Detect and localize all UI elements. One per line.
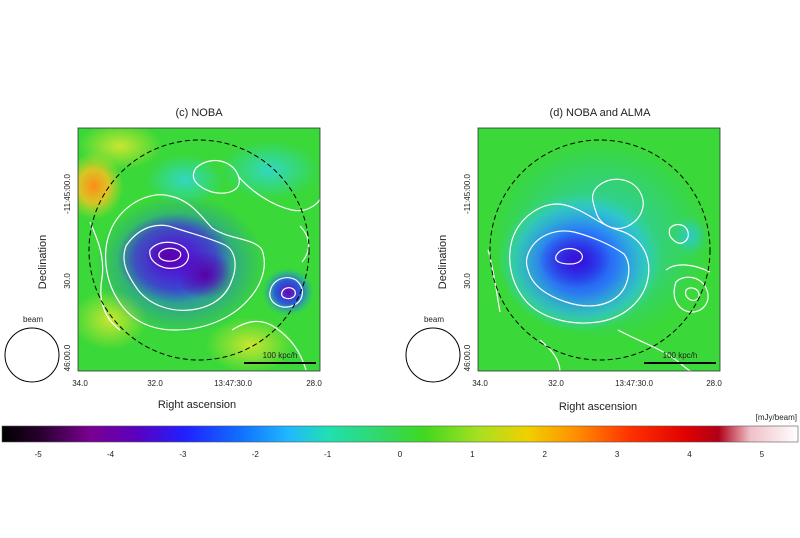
- colorbar-unit: [mJy/beam]: [756, 413, 797, 422]
- panel-c-frame: [77, 127, 321, 372]
- panel-c-map: 100 kpc/h: [78, 128, 320, 371]
- colorbar-tick-label: -5: [35, 450, 43, 459]
- panel-d-xlabel: Right ascension: [559, 401, 637, 413]
- colorbar-tick-label: 5: [760, 450, 765, 459]
- panel-d-title: (d) NOBA and ALMA: [550, 107, 652, 119]
- panel-c-ytick-2: 46:00.0: [63, 344, 72, 371]
- panel-c-beam-circle: [4, 327, 60, 383]
- colorbar-tick-label: 2: [542, 450, 547, 459]
- colorbar-tick-label: 3: [615, 450, 620, 459]
- panel-c-beam-label: beam: [23, 315, 43, 324]
- panel-c-contours: [89, 159, 320, 371]
- panel-d-frame: [477, 127, 721, 372]
- colorbar: [mJy/beam] -5 -4 -3 -2 -1 0 1 2 3 4 5: [1, 413, 799, 459]
- panel-d-ytick-1: 30.0: [463, 273, 472, 289]
- panel-d-map: 100 kpc/h: [478, 128, 720, 371]
- panel-c-ylabel: Declination: [37, 235, 49, 289]
- colorbar-tick-label: 0: [398, 450, 403, 459]
- panel-d-aperture-circle: [489, 139, 711, 361]
- panel-c-xtick-2: 13:47:30.0: [214, 379, 252, 388]
- panel-c-title: (c) NOBA: [175, 107, 223, 119]
- panel-c-ytick-0: -11:45:00.0: [63, 174, 72, 214]
- panel-d-xtick-3: 28.0: [706, 379, 722, 388]
- panel-c-aperture-circle: [88, 139, 310, 361]
- panel-d-ylabel: Declination: [437, 235, 449, 289]
- colorbar-tick-label: 4: [687, 450, 692, 459]
- colorbar-ticks: -5 -4 -3 -2 -1 0 1 2 3 4 5: [35, 450, 765, 459]
- panel-c-xlabel: Right ascension: [158, 399, 236, 411]
- colorbar-tick-label: -1: [324, 450, 332, 459]
- panel-d: (d) NOBA and ALMA 100 kp: [405, 107, 722, 413]
- panel-d-xtick-0: 34.0: [472, 379, 488, 388]
- panel-d-beam-circle: [405, 327, 461, 383]
- panel-d-scalebar-label: 100 kpc/h: [663, 351, 698, 360]
- panel-c-yticks: -11:45:00.0 30.0 46:00.0: [63, 174, 72, 372]
- panel-d-ytick-2: 46:00.0: [463, 344, 472, 371]
- colorbar-gradient: [1, 425, 799, 443]
- colorbar-tick-label: -4: [107, 450, 115, 459]
- panel-c: (c) NOBA: [4, 107, 322, 411]
- colorbar-tick-label: 1: [470, 450, 475, 459]
- panel-c-xtick-0: 34.0: [72, 379, 88, 388]
- colorbar-tick-label: -2: [252, 450, 260, 459]
- panel-c-xtick-1: 32.0: [147, 379, 163, 388]
- panel-d-deep-minimum: [539, 232, 611, 288]
- panel-d-xtick-2: 13:47:30.0: [615, 379, 653, 388]
- panel-d-contours: [487, 178, 711, 371]
- panel-c-scalebar-label: 100 kpc/h: [263, 351, 298, 360]
- panel-c-xticks: 34.0 32.0 13:47:30.0 28.0: [72, 379, 322, 388]
- panel-c-ytick-1: 30.0: [63, 273, 72, 289]
- panel-d-yticks: -11:45:00.0 30.0 46:00.0: [463, 174, 472, 372]
- panel-d-xticks: 34.0 32.0 13:47:30.0 28.0: [472, 379, 722, 388]
- panel-d-beam-label: beam: [424, 315, 444, 324]
- panel-d-xtick-1: 32.0: [548, 379, 564, 388]
- colorbar-tick-label: -3: [179, 450, 187, 459]
- panel-d-ytick-0: -11:45:00.0: [463, 174, 472, 214]
- panel-c-xtick-3: 28.0: [306, 379, 322, 388]
